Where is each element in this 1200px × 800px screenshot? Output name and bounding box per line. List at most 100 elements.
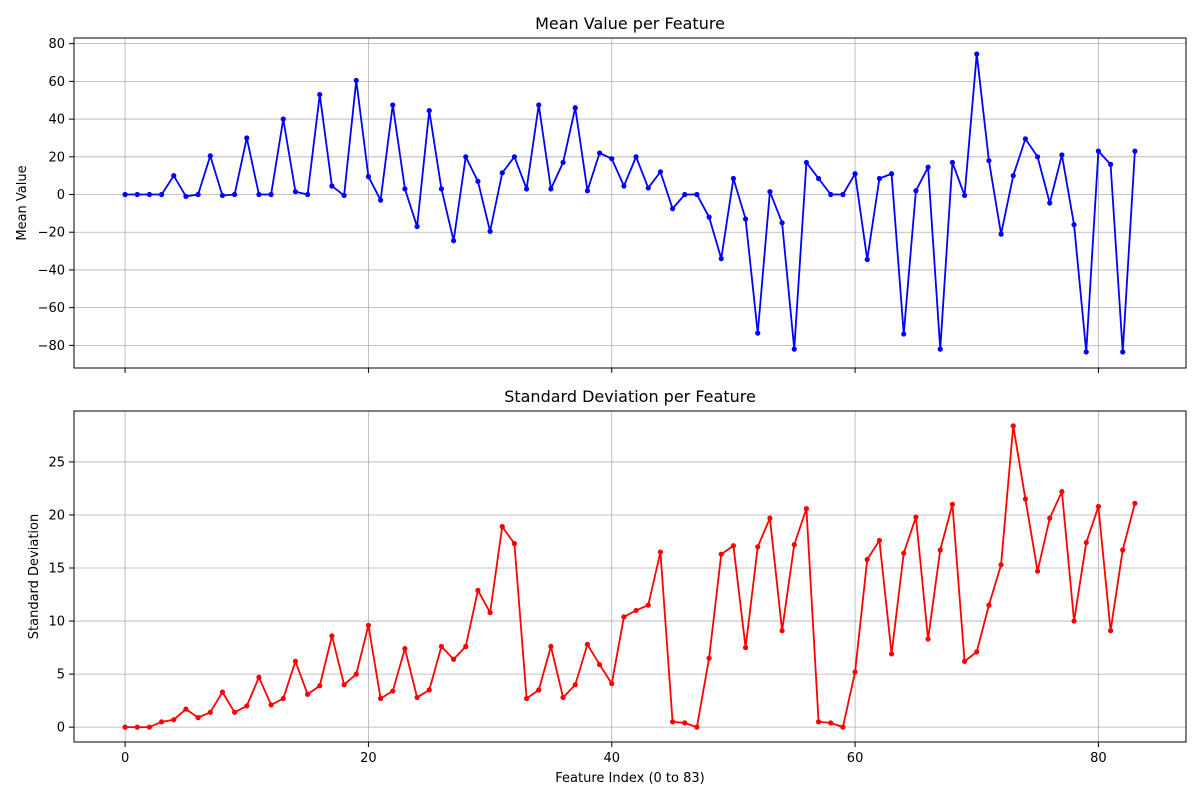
mean-data-point xyxy=(499,170,505,176)
std-data-point xyxy=(536,687,542,693)
mean-data-point xyxy=(1059,152,1065,158)
std-grid xyxy=(74,411,1186,742)
std-x-tick-label: 40 xyxy=(603,751,620,766)
std-data-point xyxy=(390,688,396,694)
mean-data-point xyxy=(256,191,262,198)
std-data-point xyxy=(158,719,165,725)
std-data-point xyxy=(1047,515,1053,521)
mean-y-axis-label: Mean Value xyxy=(15,165,30,240)
mean-axis-ticks: −80 −60 −40 −20 0 20 40 60 80 xyxy=(38,37,1099,373)
mean-data-point xyxy=(1132,148,1138,154)
std-x-tick-label: 20 xyxy=(360,751,377,766)
mean-data-point xyxy=(621,183,627,189)
std-data-point xyxy=(864,556,870,563)
std-x-tick-label: 0 xyxy=(121,751,129,766)
mean-data-point xyxy=(317,91,323,98)
std-data-point xyxy=(901,550,907,556)
std-data-point xyxy=(1120,547,1126,553)
mean-series-markers xyxy=(122,51,1138,355)
std-data-point xyxy=(402,646,408,652)
mean-data-point xyxy=(998,231,1004,237)
mean-data-point xyxy=(901,331,907,337)
std-data-point xyxy=(682,720,688,726)
std-data-point xyxy=(171,717,177,723)
x-axis-label: Feature Index (0 to 83) xyxy=(555,771,704,786)
std-data-point xyxy=(937,547,943,553)
std-data-point xyxy=(499,524,505,530)
mean-data-point xyxy=(803,159,810,166)
std-data-point xyxy=(913,514,919,520)
mean-data-point xyxy=(828,191,834,198)
mean-y-tick-label: 40 xyxy=(48,113,65,128)
std-data-point xyxy=(146,724,153,730)
std-data-point xyxy=(840,724,846,730)
mean-data-point xyxy=(937,346,943,352)
mean-data-point xyxy=(925,164,931,170)
std-y-tick-label: 0 xyxy=(57,721,65,736)
mean-data-point xyxy=(244,135,250,141)
mean-data-point xyxy=(645,185,651,191)
std-data-point xyxy=(742,644,749,651)
mean-data-point xyxy=(414,223,420,230)
std-x-tick-label: 60 xyxy=(847,751,864,766)
std-data-point xyxy=(219,689,226,695)
mean-data-point xyxy=(523,186,530,192)
std-data-point xyxy=(633,607,639,614)
mean-data-point xyxy=(426,108,432,114)
std-y-axis-label: Standard Deviation xyxy=(27,514,42,639)
std-data-point xyxy=(925,636,931,642)
std-data-point xyxy=(961,658,968,664)
std-data-point xyxy=(645,602,651,608)
std-data-point xyxy=(195,714,201,721)
mean-data-point xyxy=(560,159,566,166)
mean-data-point xyxy=(183,193,189,199)
std-y-tick-label: 15 xyxy=(48,562,65,577)
mean-data-point xyxy=(438,186,445,192)
mean-data-point xyxy=(292,189,299,195)
std-data-point xyxy=(986,602,992,608)
mean-data-point xyxy=(195,191,201,198)
std-data-point xyxy=(329,633,335,639)
std-data-point xyxy=(183,706,189,712)
std-plot-frame xyxy=(73,410,1187,743)
std-data-point xyxy=(341,682,347,688)
mean-data-point xyxy=(840,191,846,198)
mean-data-point xyxy=(1047,200,1053,206)
mean-data-point xyxy=(779,220,785,226)
std-data-point xyxy=(669,719,676,725)
mean-data-point xyxy=(730,175,737,182)
mean-data-point xyxy=(961,192,968,199)
mean-y-tick-label: −20 xyxy=(38,226,65,241)
mean-data-point xyxy=(487,228,493,234)
std-y-tick-label: 10 xyxy=(48,615,65,630)
std-y-tick-label: 5 xyxy=(57,668,65,683)
mean-data-point xyxy=(1022,136,1029,142)
mean-data-point xyxy=(815,175,822,182)
mean-y-tick-label: 60 xyxy=(48,75,65,90)
mean-series-line xyxy=(125,53,1136,353)
mean-data-point xyxy=(852,171,858,177)
mean-data-point xyxy=(365,174,372,180)
std-data-point xyxy=(548,643,554,650)
std-data-point xyxy=(122,724,128,730)
mean-data-point xyxy=(450,238,457,244)
mean-data-point xyxy=(207,153,213,159)
mean-data-point xyxy=(876,175,883,182)
mean-data-point xyxy=(146,191,153,198)
std-y-tick-label: 25 xyxy=(48,455,65,470)
mean-data-point xyxy=(402,186,408,192)
mean-data-point xyxy=(706,214,712,220)
std-data-point xyxy=(621,614,627,620)
std-axis-ticks: 0 20 40 60 80 0 5 10 15 20 25 xyxy=(48,455,1106,766)
std-data-point xyxy=(706,655,712,661)
mean-data-point xyxy=(913,188,919,194)
std-data-point xyxy=(511,541,518,547)
std-data-point xyxy=(998,562,1004,568)
std-data-point xyxy=(572,682,578,688)
mean-data-point xyxy=(304,191,311,198)
mean-data-point xyxy=(1010,173,1016,179)
mean-y-tick-label: −40 xyxy=(38,263,65,278)
std-data-point xyxy=(231,709,238,715)
std-data-point xyxy=(268,702,274,708)
mean-data-point xyxy=(1120,349,1126,355)
